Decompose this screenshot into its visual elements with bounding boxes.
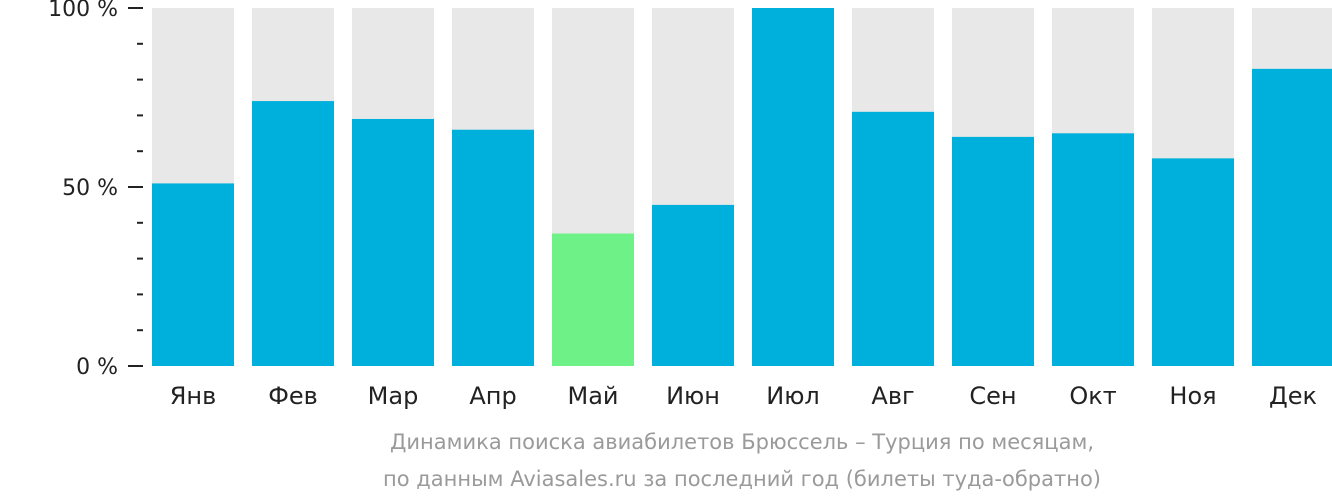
- x-tick-label: Авг: [871, 382, 914, 410]
- x-tick-label: Янв: [170, 382, 217, 410]
- bar-9: [952, 136, 1034, 366]
- x-tick-label: Июл: [766, 382, 820, 410]
- bar-11: [1152, 158, 1234, 366]
- bar-10: [1052, 133, 1134, 366]
- y-tick-label: 50 %: [62, 176, 118, 201]
- x-axis-labels: Янв Фев Мар Апр Май Июн Июл Авг Сен Окт Ноя Дек: [170, 382, 1317, 410]
- bar-4: [452, 129, 534, 366]
- x-tick-label: Май: [567, 382, 618, 410]
- bar-3: [352, 118, 434, 366]
- x-tick-label: Фев: [268, 382, 318, 410]
- x-tick-label: Апр: [469, 382, 516, 410]
- chart-caption-line-1: Динамика поиска авиабилетов Брюссель – Т…: [390, 430, 1094, 454]
- bar-6: [652, 204, 734, 366]
- bar-5: [552, 233, 634, 366]
- x-tick-label: Ноя: [1169, 382, 1216, 410]
- bar-2: [252, 101, 334, 366]
- bar-8: [852, 111, 934, 366]
- x-tick-label: Июн: [666, 382, 720, 410]
- y-axis: 100 % 50 % 0 %: [48, 0, 143, 380]
- x-tick-label: Сен: [969, 382, 1016, 410]
- x-tick-label: Окт: [1069, 382, 1116, 410]
- x-tick-label: Мар: [368, 382, 419, 410]
- bars: [152, 8, 1332, 367]
- chart-caption-line-2: по данным Aviasales.ru за последний год …: [383, 467, 1101, 491]
- y-tick-label: 100 %: [48, 0, 118, 22]
- bar-1: [152, 183, 234, 366]
- y-tick-label: 0 %: [76, 355, 118, 380]
- bar-12: [1252, 68, 1332, 367]
- bar-7: [752, 8, 834, 366]
- x-tick-label: Дек: [1269, 382, 1317, 410]
